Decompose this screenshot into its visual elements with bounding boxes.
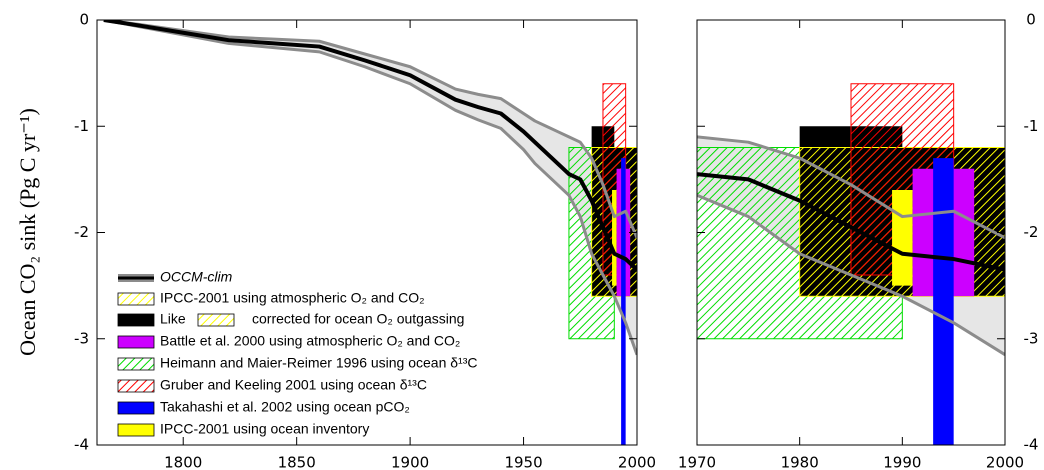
- estimate-box: [612, 190, 617, 286]
- legend-swatch: [117, 292, 155, 306]
- x-tick-label: 1850: [278, 454, 316, 470]
- legend-label: OCCM-clim: [160, 269, 233, 285]
- x-tick-label: 1970: [678, 454, 716, 470]
- plot-area: [697, 83, 1005, 445]
- y-axis-label: Ocean CO₂ sink (Pg C yr⁻¹): [15, 108, 40, 356]
- legend-label: Like: [160, 311, 186, 327]
- legend-label: IPCC-2001 using atmospheric O₂ and CO₂: [160, 290, 425, 306]
- x-tick-label: 1900: [391, 454, 429, 470]
- band-edge: [697, 135, 1005, 240]
- y-tick-label: -2: [74, 223, 89, 241]
- band-edge: [103, 20, 637, 239]
- legend-label: Battle et al. 2000 using atmospheric O₂ …: [160, 333, 460, 349]
- estimate-box: [892, 190, 913, 286]
- line: [697, 172, 1005, 272]
- legend-label: Heimann and Maier-Reimer 1996 using ocea…: [160, 355, 478, 371]
- x-tick-label: 1990: [883, 454, 921, 470]
- y-tick-label: -3: [74, 329, 89, 347]
- legend-swatch: [117, 335, 155, 349]
- legend-swatch: [117, 401, 155, 415]
- x-tick-label: 1950: [504, 454, 542, 470]
- y-tick-label: -3: [1024, 329, 1039, 347]
- y-tick-label: 0: [79, 11, 89, 29]
- legend-label: Takahashi et al. 2002 using ocean pCO₂: [160, 399, 410, 415]
- line: [103, 20, 637, 272]
- x-tick-label: 1800: [164, 454, 202, 470]
- band-edge: [697, 193, 1005, 356]
- y-tick-label: -4: [1024, 436, 1039, 454]
- legend-label: Gruber and Keeling 2001 using ocean δ¹³C: [160, 377, 427, 393]
- estimate-box: [933, 158, 954, 445]
- y-tick-label: -1: [74, 117, 89, 135]
- estimate-box: [621, 158, 626, 445]
- legend-swatch: [117, 313, 155, 327]
- x-tick-label: 2000: [986, 454, 1024, 470]
- x-tick-label: 1980: [781, 454, 819, 470]
- band-edge: [103, 20, 637, 356]
- legend-swatch: [117, 423, 155, 437]
- y-tick-label: -2: [1024, 223, 1039, 241]
- legend-label: IPCC-2001 using ocean inventory: [160, 421, 369, 437]
- y-tick-label: 0: [1026, 11, 1036, 29]
- x-tick-label: 2000: [618, 454, 656, 470]
- legend-swatch: [117, 379, 155, 393]
- y-tick-label: -1: [1024, 117, 1039, 135]
- legend-swatch: [117, 357, 155, 371]
- legend-label: corrected for ocean O₂ outgassing: [252, 311, 464, 327]
- legend-swatch: [197, 313, 235, 327]
- uncertainty-band: [103, 20, 637, 355]
- y-tick-label: -4: [74, 436, 89, 454]
- plot-area: [103, 20, 637, 445]
